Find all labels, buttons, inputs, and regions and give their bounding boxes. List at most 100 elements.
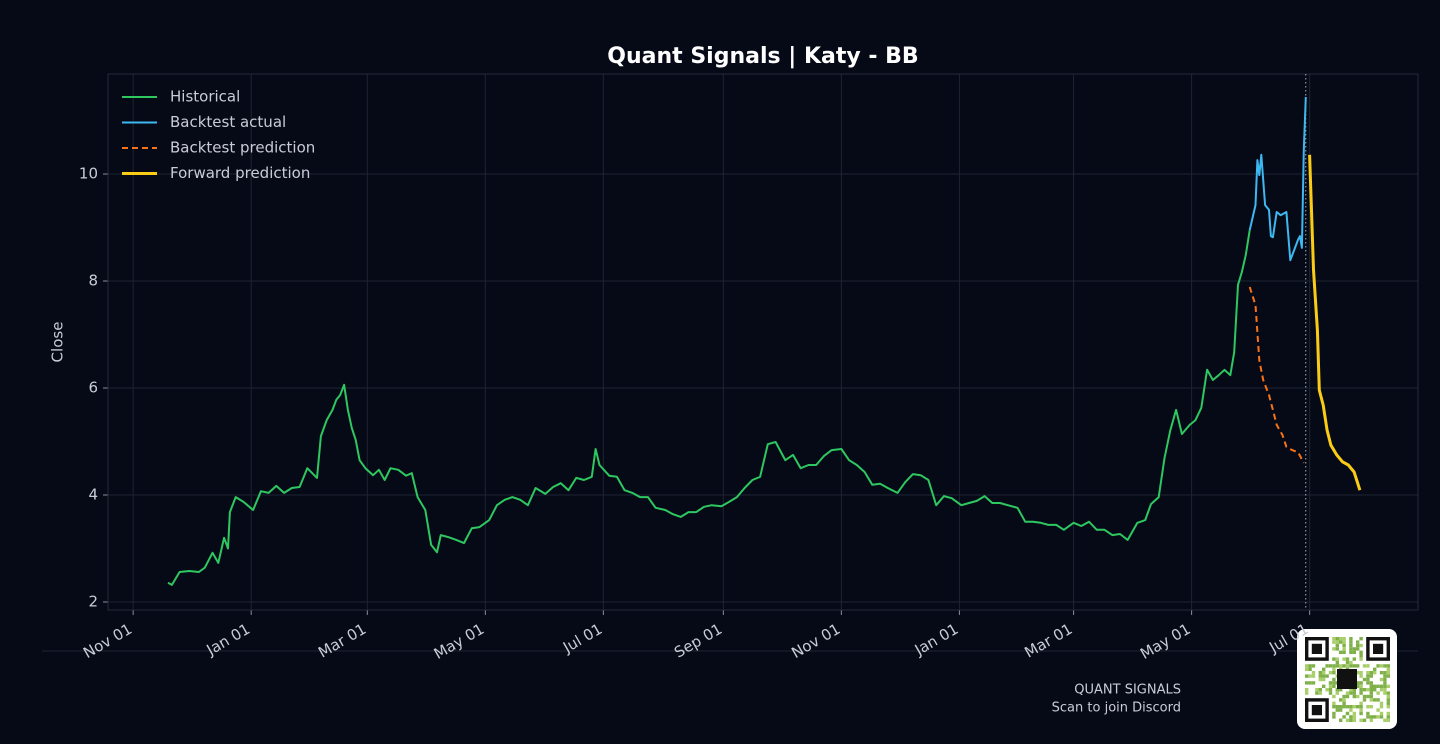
qr-cell bbox=[1362, 698, 1367, 702]
y-axis-label: Close bbox=[49, 322, 67, 363]
qr-cell bbox=[1369, 718, 1373, 722]
qr-cell bbox=[1379, 705, 1384, 709]
qr-cell bbox=[1339, 637, 1343, 641]
qr-cell bbox=[1379, 671, 1384, 675]
qr-cell bbox=[1386, 691, 1390, 695]
qr-cell bbox=[1359, 705, 1363, 709]
qr-cell bbox=[1359, 711, 1363, 716]
qr-cell bbox=[1352, 688, 1356, 692]
qr-cell bbox=[1325, 688, 1329, 692]
qr-cell bbox=[1339, 640, 1343, 644]
qr-cell bbox=[1328, 664, 1333, 668]
qr-cell bbox=[1383, 718, 1387, 722]
qr-cell bbox=[1342, 705, 1346, 709]
qr-cell bbox=[1332, 647, 1336, 651]
qr-cell bbox=[1356, 640, 1360, 644]
qr-cell bbox=[1308, 674, 1312, 678]
qr-cell bbox=[1332, 677, 1336, 682]
qr-cell bbox=[1335, 691, 1339, 695]
qr-cell bbox=[1342, 694, 1346, 699]
qr-cell bbox=[1386, 674, 1390, 678]
qr-finder bbox=[1311, 705, 1322, 716]
qr-cell bbox=[1349, 637, 1353, 641]
qr-cell bbox=[1349, 715, 1353, 719]
qr-cell bbox=[1356, 647, 1360, 651]
qr-cell bbox=[1366, 715, 1370, 719]
qr-cell bbox=[1335, 637, 1339, 641]
qr-cell bbox=[1335, 640, 1339, 644]
qr-cell bbox=[1332, 657, 1336, 661]
qr-cell bbox=[1366, 674, 1370, 678]
qr-cell bbox=[1308, 667, 1312, 671]
qr-cell bbox=[1373, 684, 1377, 688]
qr-cell bbox=[1332, 705, 1336, 709]
qr-cell bbox=[1386, 671, 1390, 675]
qr-cell bbox=[1376, 691, 1380, 695]
qr-cell bbox=[1369, 674, 1373, 678]
qr-cell bbox=[1376, 664, 1380, 668]
qr-cell bbox=[1342, 664, 1346, 668]
qr-cell bbox=[1373, 667, 1377, 671]
y-tick-label: 2 bbox=[88, 592, 98, 610]
qr-cell bbox=[1356, 681, 1360, 685]
qr-cell bbox=[1359, 718, 1363, 722]
qr-cell bbox=[1335, 657, 1339, 661]
qr-cell bbox=[1349, 640, 1353, 644]
chart-title: Quant Signals | Katy - BB bbox=[607, 44, 918, 69]
footer-brand: QUANT SIGNALS bbox=[1074, 683, 1181, 698]
qr-cell bbox=[1305, 667, 1309, 671]
qr-cell bbox=[1373, 688, 1377, 692]
qr-cell bbox=[1359, 643, 1363, 648]
qr-cell bbox=[1339, 718, 1343, 722]
qr-cell bbox=[1369, 715, 1373, 719]
qr-cell bbox=[1356, 671, 1360, 675]
qr-cell bbox=[1379, 701, 1384, 705]
qr-cell bbox=[1366, 664, 1370, 668]
qr-cell bbox=[1345, 711, 1350, 716]
qr-cell bbox=[1328, 671, 1333, 675]
qr-cell bbox=[1349, 708, 1353, 712]
qr-cell bbox=[1349, 660, 1353, 665]
qr-cell bbox=[1383, 664, 1387, 668]
qr-cell bbox=[1352, 657, 1356, 661]
qr-cell bbox=[1318, 674, 1322, 678]
qr-cell bbox=[1349, 664, 1353, 668]
legend-label: Backtest actual bbox=[170, 113, 286, 131]
qr-cell bbox=[1356, 684, 1360, 688]
qr-cell bbox=[1383, 681, 1387, 685]
qr-cell bbox=[1345, 664, 1350, 668]
qr-cell bbox=[1386, 694, 1390, 699]
qr-cell bbox=[1332, 715, 1336, 719]
qr-cell bbox=[1352, 650, 1356, 654]
qr-cell bbox=[1386, 698, 1390, 702]
qr-cell bbox=[1373, 671, 1377, 675]
qr-cell bbox=[1373, 698, 1377, 702]
qr-cell bbox=[1369, 698, 1373, 702]
qr-cell bbox=[1335, 647, 1339, 651]
legend-label: Forward prediction bbox=[170, 164, 310, 182]
qr-cell bbox=[1332, 711, 1336, 716]
footer-caption: Scan to join Discord bbox=[1052, 701, 1181, 716]
qr-cell bbox=[1339, 688, 1343, 692]
qr-cell bbox=[1342, 701, 1346, 705]
y-tick-label: 4 bbox=[88, 485, 98, 503]
qr-cell bbox=[1366, 688, 1370, 692]
qr-cell bbox=[1356, 705, 1360, 709]
qr-cell bbox=[1322, 684, 1326, 688]
qr-cell bbox=[1345, 660, 1350, 665]
qr-cell bbox=[1352, 705, 1356, 709]
qr-cell bbox=[1379, 715, 1384, 719]
qr-cell bbox=[1359, 654, 1363, 658]
qr-cell bbox=[1332, 701, 1336, 705]
qr-cell bbox=[1386, 705, 1390, 709]
qr-cell bbox=[1359, 674, 1363, 678]
qr-cell bbox=[1315, 688, 1319, 692]
qr-cell bbox=[1335, 708, 1339, 712]
qr-cell bbox=[1369, 684, 1373, 688]
qr-cell bbox=[1318, 688, 1322, 692]
qr-cell bbox=[1308, 664, 1312, 668]
qr-cell bbox=[1342, 640, 1346, 644]
qr-cell bbox=[1318, 671, 1322, 675]
qr-cell bbox=[1349, 688, 1353, 692]
